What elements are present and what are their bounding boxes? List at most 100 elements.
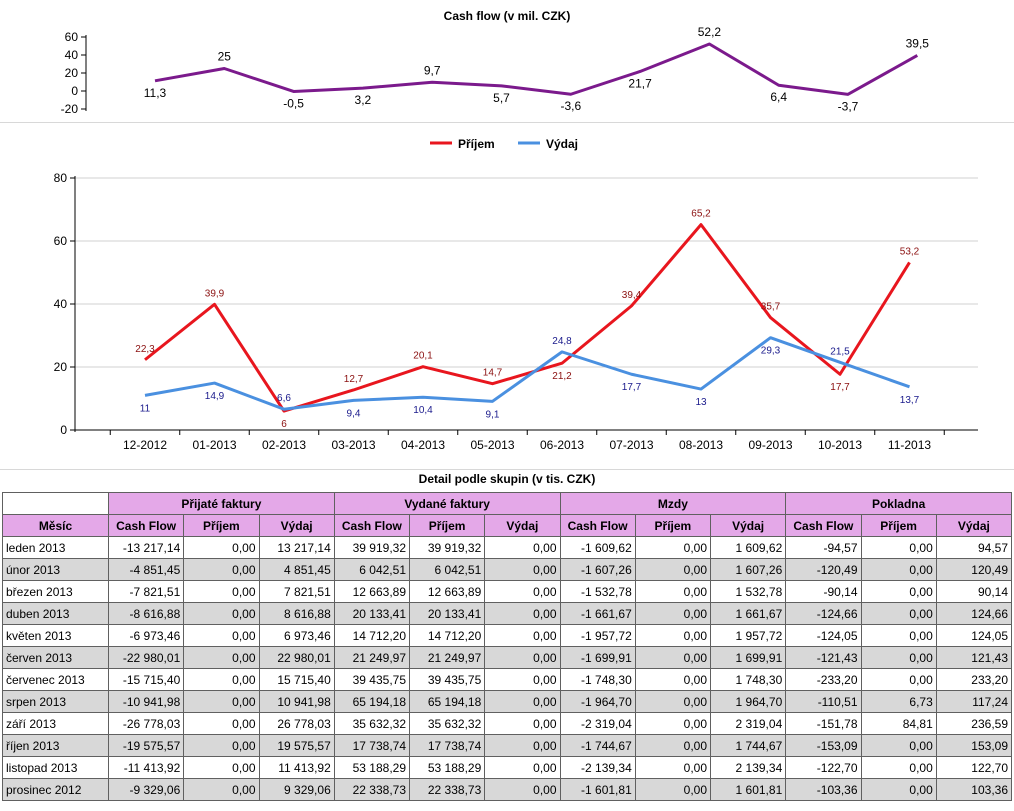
month-cell: červen 2013 [2,646,109,669]
month-cell: listopad 2013 [2,756,109,779]
group-header: Pokladna [785,492,1012,515]
data-label: 3,2 [355,93,372,107]
value-cell: 19 575,57 [258,734,335,757]
data-label: 35,7 [761,302,781,313]
value-cell: 0,00 [484,778,561,801]
col-header: Výdaj [709,514,787,537]
value-cell: -1 957,72 [559,624,636,647]
table-row: listopad 2013 -11 413,92 0,00 11 413,92 53 1… [2,756,1013,779]
value-cell: 1 748,30 [709,668,787,691]
value-cell: 12 663,89 [333,580,411,603]
value-cell: 1 957,72 [709,624,787,647]
value-cell: 6,73 [860,690,937,713]
table-row: únor 2013 -4 851,45 0,00 4 851,45 6 042,51 6 … [2,558,1013,581]
value-cell: -22 980,01 [107,646,185,669]
value-cell: 0,00 [634,624,712,647]
value-cell: 0,00 [484,646,561,669]
value-cell: -103,36 [785,778,862,801]
data-label: 22,3 [135,344,155,355]
value-cell: 6 042,51 [333,558,411,581]
col-header: Výdaj [935,514,1013,537]
month-cell: červenec 2013 [2,668,109,691]
value-cell: 6 042,51 [408,558,486,581]
data-label: -3,7 [838,99,859,113]
value-cell: 15 715,40 [258,668,335,691]
value-cell: 10 941,98 [258,690,335,713]
x-tick-label: 03-2013 [331,438,375,452]
value-cell: -120,49 [785,558,862,581]
value-cell: 22 338,73 [333,778,411,801]
value-cell: 22 980,01 [258,646,335,669]
data-label: 6,4 [770,90,787,104]
value-cell: -1 748,30 [559,668,636,691]
month-cell: září 2013 [2,712,109,735]
value-cell: 233,20 [935,668,1013,691]
value-cell: 0,00 [484,602,561,625]
value-cell: 39 919,32 [408,536,486,559]
value-cell: -121,43 [785,646,862,669]
value-cell: 14 712,20 [333,624,411,647]
data-label: 5,7 [493,91,510,105]
x-tick-label: 11-2013 [888,438,931,452]
x-tick-label: 04-2013 [401,438,445,452]
series-line [144,223,911,413]
value-cell: 35 632,32 [408,712,486,735]
x-tick-label: 06-2013 [540,438,584,452]
value-cell: 1 601,81 [709,778,787,801]
value-cell: 0,00 [860,646,937,669]
col-header: Cash Flow [333,514,411,537]
detail-table: Přijaté faktury Vydané faktury Mzdy Pokl… [2,492,1013,801]
value-cell: 0,00 [183,558,260,581]
value-cell: 1 607,26 [709,558,787,581]
value-cell: 9 329,06 [258,778,335,801]
value-cell: 0,00 [860,536,937,559]
value-cell: -110,51 [785,690,862,713]
data-label: 25 [218,50,232,64]
value-cell: 0,00 [484,624,561,647]
table-row: květen 2013 -6 973,46 0,00 6 973,46 14 712,2… [2,624,1013,647]
group-header: Mzdy [559,492,787,515]
y-tick-label: 40 [65,48,79,62]
legend-label: Výdaj [546,137,578,151]
group-header-row: Přijaté faktury Vydané faktury Mzdy Pokl… [2,492,1012,515]
value-cell: 1 532,78 [709,580,787,603]
value-cell: -124,66 [785,602,862,625]
value-cell: 13 217,14 [258,536,335,559]
value-cell: 0,00 [860,734,937,757]
y-tick-label: 80 [54,171,68,185]
value-cell: 1 964,70 [709,690,787,713]
value-cell: 65 194,18 [408,690,486,713]
data-label: 17,7 [830,382,850,393]
month-cell: říjen 2013 [2,734,109,757]
value-cell: -7 821,51 [107,580,185,603]
table-row: září 2013 -26 778,03 0,00 26 778,03 35 632,3… [2,712,1013,735]
value-cell: -4 851,45 [107,558,185,581]
value-cell: -8 616,88 [107,602,185,625]
value-cell: 65 194,18 [333,690,411,713]
value-cell: -10 941,98 [107,690,185,713]
value-cell: 0,00 [484,580,561,603]
data-label: 12,7 [344,374,364,385]
value-cell: -2 139,34 [559,756,636,779]
data-label: 9,1 [486,409,500,420]
value-cell: 0,00 [860,668,937,691]
value-cell: -122,70 [785,756,862,779]
value-cell: 53 188,29 [333,756,411,779]
value-cell: 0,00 [183,624,260,647]
value-cell: 39 435,75 [408,668,486,691]
value-cell: -1 964,70 [559,690,636,713]
data-label: 14,9 [205,391,225,402]
month-cell: květen 2013 [2,624,109,647]
value-cell: -11 413,92 [107,756,185,779]
data-label: 29,3 [761,346,781,357]
chart-title: Cash flow (v mil. CZK) [444,9,571,23]
col-header: Výdaj [258,514,335,537]
value-cell: 0,00 [183,580,260,603]
value-cell: 0,00 [484,690,561,713]
data-label: 21,5 [830,346,850,357]
data-label: 6 [281,419,287,430]
series-line [154,42,919,96]
col-header: Příjem [860,514,937,537]
value-cell: 20 133,41 [408,602,486,625]
y-tick-label: 0 [60,423,67,437]
